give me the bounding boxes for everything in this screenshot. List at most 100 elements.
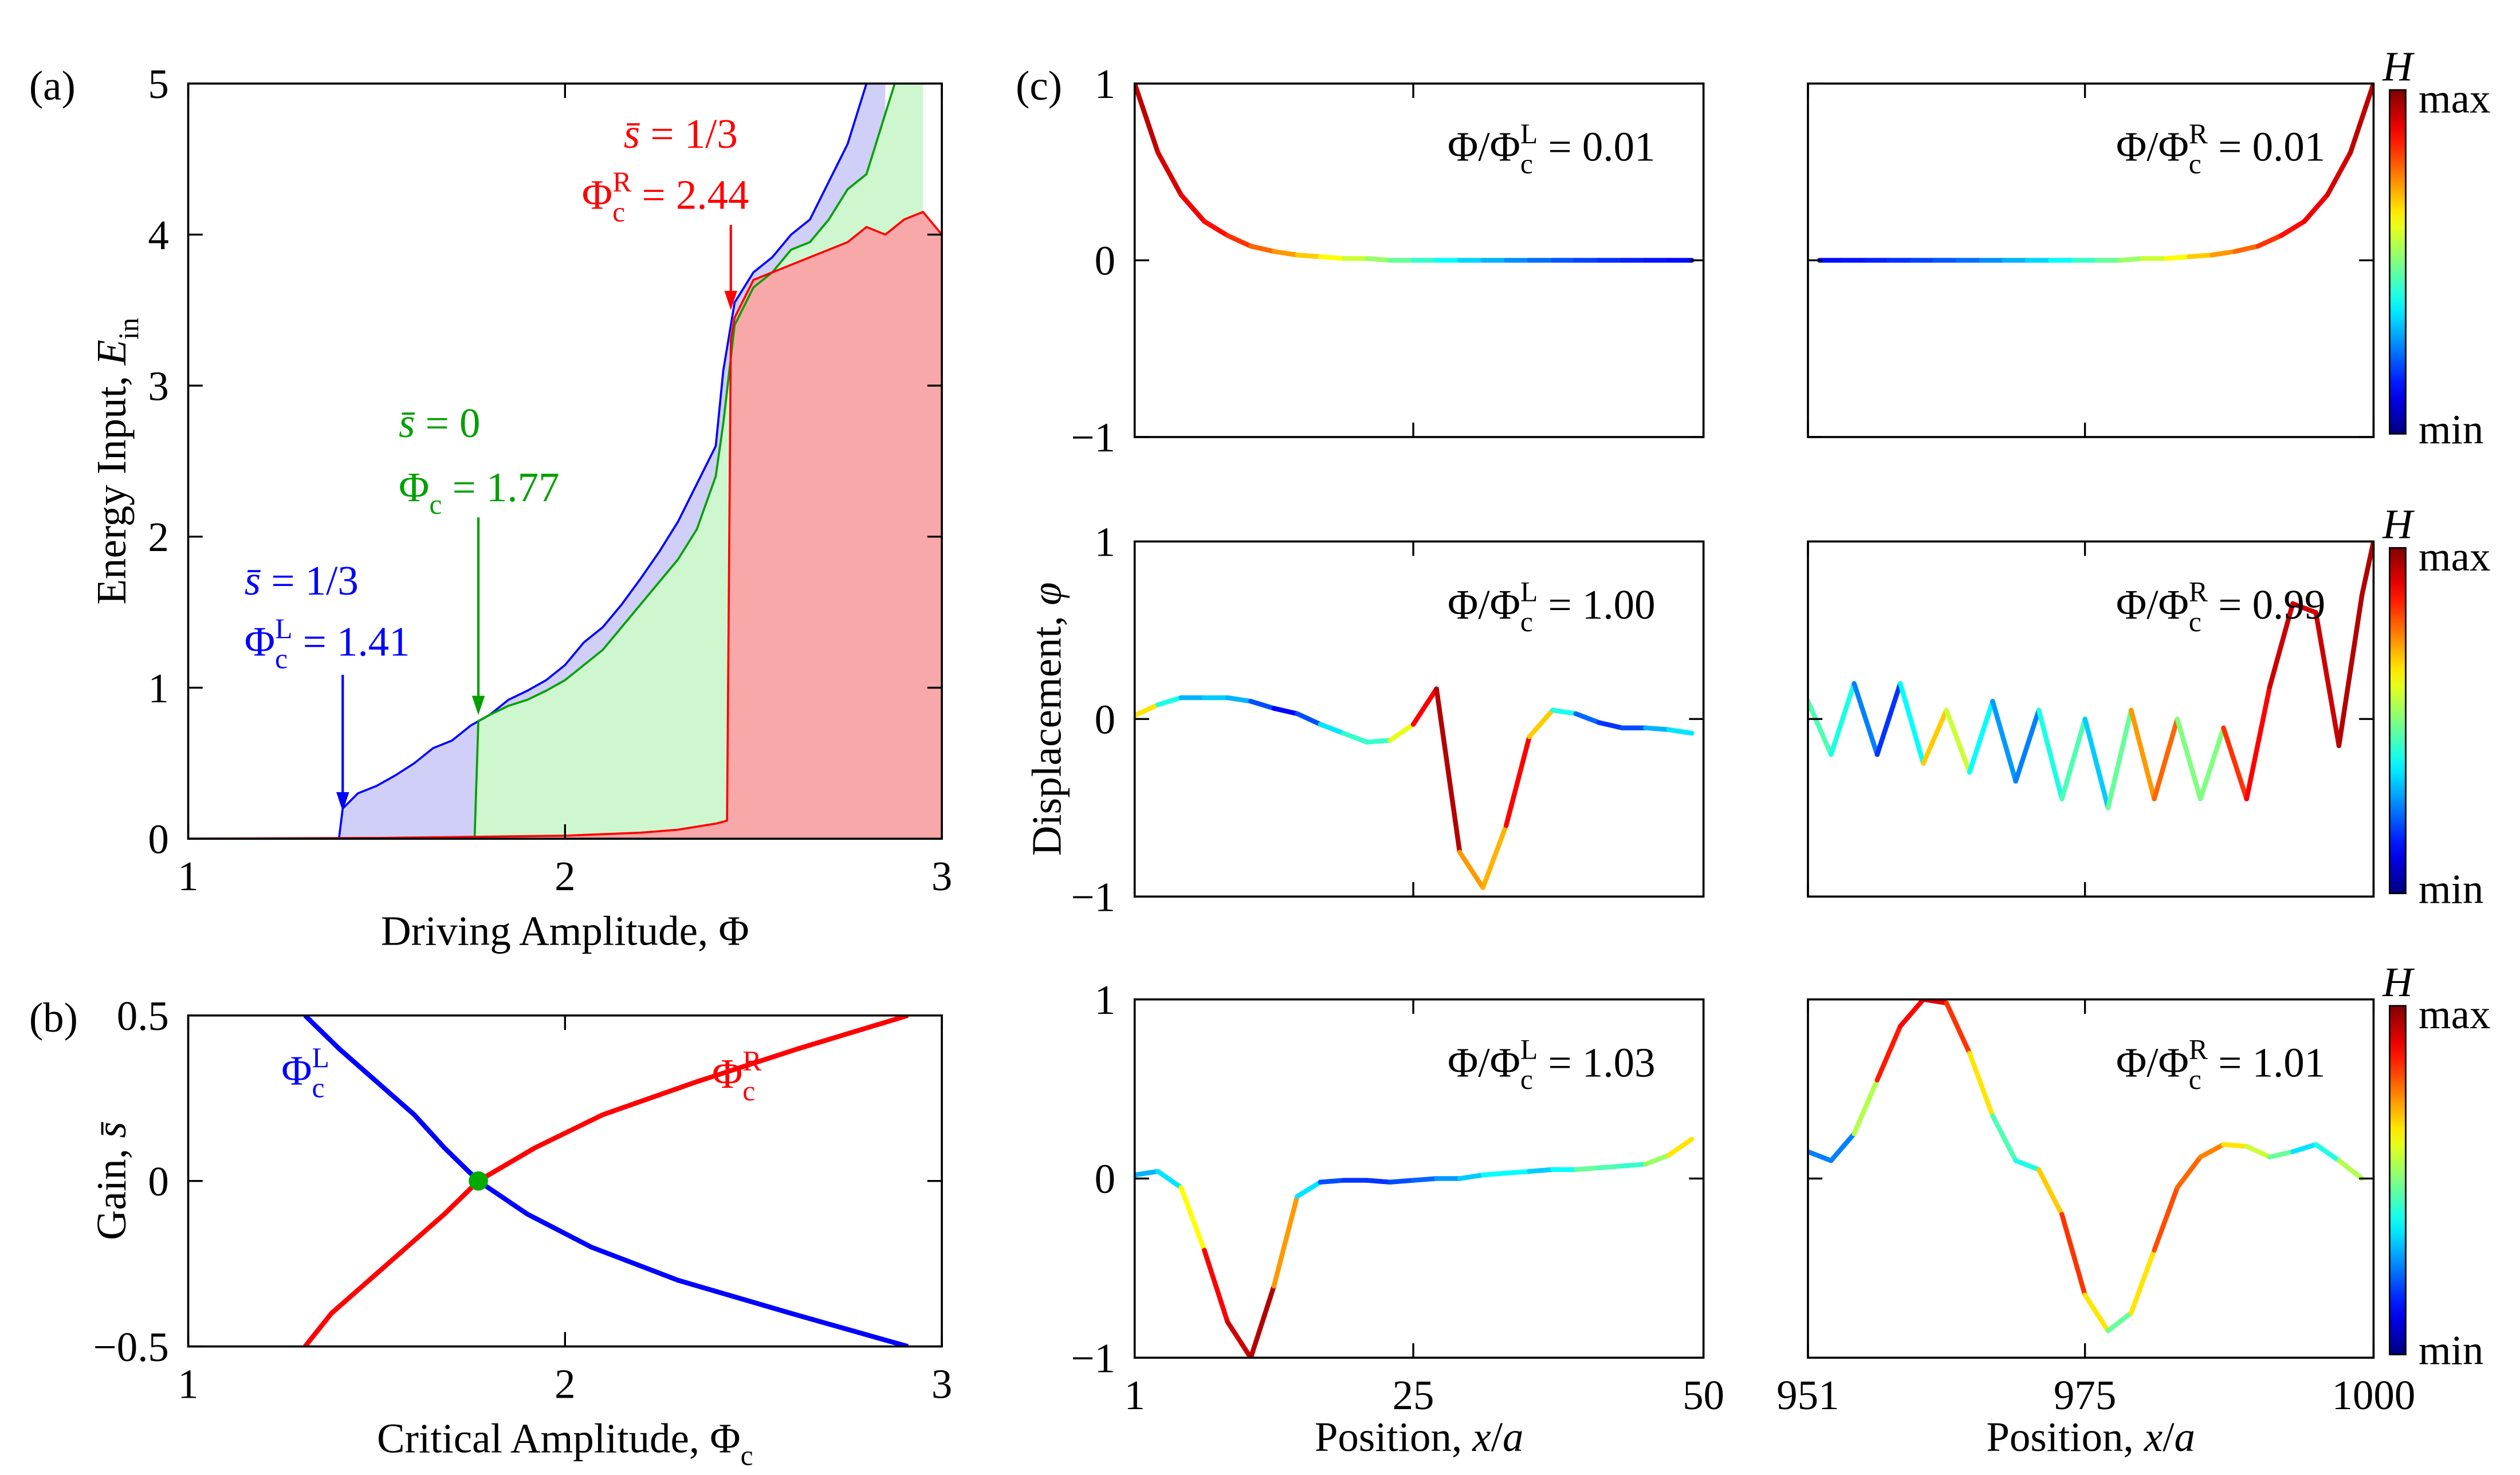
text-run: = 0.99 (2208, 581, 2325, 628)
line-segment (1318, 722, 1346, 736)
line-segment (2325, 150, 2353, 198)
text-run: R (2189, 1034, 2208, 1065)
text-run: = 1.01 (2208, 1039, 2325, 1085)
text-run: R (2189, 118, 2208, 150)
line-segment (1944, 707, 1972, 775)
line-segment (1387, 1178, 1416, 1185)
line-segment (1480, 1170, 1509, 1178)
line-segment (1808, 1149, 1834, 1163)
annotation: Φ/ΦcL = 1.03 (1448, 1034, 1656, 1096)
area-fill (188, 211, 942, 839)
line-segment (2267, 1149, 2295, 1160)
line-segment (1666, 1136, 1695, 1158)
line-segment (2348, 83, 2374, 155)
line-segment (1597, 720, 1625, 730)
text-run: Critical Amplitude, Φ (377, 1415, 741, 1462)
text-run: c (612, 196, 625, 228)
x-tick-label: 1 (178, 1360, 198, 1407)
text-run: = 1.77 (442, 464, 559, 510)
x-tick-label: 1 (178, 853, 198, 899)
line-segment (2152, 1185, 2180, 1253)
x-axis-label: Critical Amplitude, Φc (377, 1415, 753, 1472)
line-segment (1967, 699, 1995, 775)
text-run: c (2189, 1064, 2201, 1095)
text-run: c (275, 643, 288, 674)
line-segment (1874, 1024, 1903, 1083)
y-tick-label: 0 (1095, 1156, 1115, 1202)
x-tick-label: 2 (555, 1360, 575, 1407)
line-segment (1921, 707, 1949, 766)
text-run: c (1520, 1064, 1533, 1095)
text-run: s̄ (399, 400, 415, 446)
colorbar-title: H (2382, 501, 2415, 548)
panel-label: (c) (1016, 62, 1062, 109)
colorbar-min: min (2419, 866, 2483, 912)
text-run: Position, (1315, 1414, 1473, 1460)
text-run: Φ/Φ (2116, 581, 2189, 628)
line-segment (2129, 1248, 2157, 1316)
annotation: Φ/ΦcR = 1.01 (2116, 1034, 2325, 1096)
annotation: ΦcR = 2.44 (582, 166, 749, 228)
line-segment (1387, 722, 1416, 743)
colorbar (2389, 547, 2407, 894)
annotation: ΦcL = 1.41 (245, 613, 410, 675)
line-segment (2336, 592, 2365, 748)
line-segment (2197, 725, 2226, 801)
y-axis-label: Energy Input, Ein (88, 317, 144, 604)
x-tick-label: 3 (931, 853, 952, 899)
text-run: = 1.03 (1538, 1039, 1655, 1085)
text-run: a (2175, 1414, 2195, 1460)
text-run: E (88, 340, 135, 366)
line-segment (1851, 681, 1880, 757)
line-segment (1967, 1051, 1995, 1119)
line-segment (1874, 681, 1903, 757)
colorbar (2389, 1005, 2407, 1356)
text-run: Driving Amplitude, Φ (381, 907, 749, 954)
line-segment (1573, 1165, 1602, 1173)
y-tick-label: −1 (1071, 874, 1115, 920)
text-run: Φ/Φ (1448, 1039, 1520, 1085)
text-run: L (312, 1042, 329, 1073)
line-segment (1457, 1173, 1485, 1181)
x-tick-label: 2 (555, 853, 575, 899)
line-segment (2129, 707, 2157, 801)
colorbar-min: min (2419, 406, 2483, 453)
curve-label: ΦcR (712, 1045, 762, 1107)
x-tick-label: 975 (2054, 1372, 2116, 1418)
line-segment (1457, 849, 1485, 890)
line-segment (2232, 243, 2261, 254)
line-segment (2313, 1142, 2342, 1163)
line-segment (2059, 717, 2087, 801)
arrow-head (471, 695, 485, 715)
line-segment (1410, 1176, 1439, 1183)
line-segment (1318, 254, 1346, 261)
line-segment (2036, 707, 2065, 801)
colorbar-max: max (2419, 991, 2491, 1037)
line-segment (2290, 601, 2318, 615)
line-segment (2278, 219, 2307, 238)
y-tick-label: 1 (1095, 977, 1115, 1023)
plot-area (188, 83, 942, 839)
line-segment (1271, 249, 1300, 258)
y-tick-label: 2 (148, 514, 168, 560)
line-segment (2302, 192, 2330, 224)
text-run: c (1520, 606, 1533, 638)
text-run: c (1520, 148, 1533, 179)
line-segment (1155, 695, 1184, 707)
y-tick-label: 4 (148, 212, 168, 258)
text-run: Φ (281, 1047, 312, 1094)
text-run: Φ/Φ (1448, 581, 1520, 628)
y-tick-label: −1 (1071, 414, 1115, 461)
line-segment (1527, 1167, 1555, 1174)
line-segment (1503, 1169, 1532, 1176)
line-segment (2221, 725, 2249, 801)
text-run: c (741, 1440, 753, 1472)
text-run: c (2189, 606, 2201, 638)
text-run: = 0.01 (1538, 124, 1655, 170)
marker-point (469, 1171, 488, 1191)
line-segment (1202, 219, 1230, 238)
data-line (188, 211, 942, 839)
text-run: = 1/3 (640, 111, 738, 157)
line-segment (1944, 1000, 1972, 1056)
line-segment (1808, 699, 1834, 757)
